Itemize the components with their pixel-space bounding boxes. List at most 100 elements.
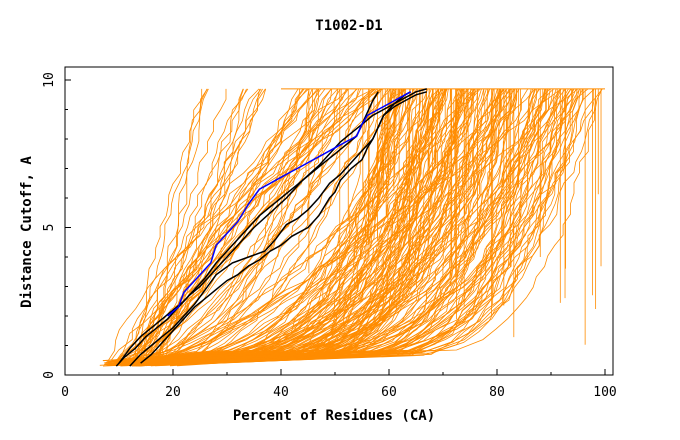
other-model-curve <box>144 88 339 364</box>
y-tick-label: 0 <box>42 371 57 379</box>
other-model-curve <box>127 88 424 366</box>
y-tick-label: 5 <box>42 224 57 232</box>
other-model-curve <box>107 88 557 366</box>
other-model-curve <box>110 88 208 361</box>
other-model-curve <box>113 88 249 366</box>
x-tick-label: 60 <box>381 385 397 400</box>
other-model-curve <box>125 88 603 361</box>
other-model-curve <box>115 88 319 362</box>
other-model-curve <box>167 88 443 366</box>
x-tick-label: 0 <box>61 385 69 400</box>
y-tick-label: 10 <box>42 72 57 88</box>
y-axis: 0 5 10 <box>42 72 71 379</box>
other-model-curve <box>123 88 418 365</box>
other-model-curve <box>144 88 500 363</box>
other-model-curve <box>102 88 399 361</box>
other-model-curve <box>107 88 383 362</box>
other-model-curve <box>139 88 208 361</box>
other-model-curve <box>104 88 544 365</box>
other-model-curve <box>152 88 392 366</box>
other-model-curve <box>145 88 406 365</box>
other-model-curve <box>153 88 406 361</box>
other-model-curve <box>112 88 545 366</box>
x-tick-label: 80 <box>489 385 505 400</box>
other-model-curve <box>151 88 263 366</box>
other-model-curve <box>163 88 411 365</box>
other-model-curve <box>149 88 470 362</box>
other-model-curve <box>148 88 516 363</box>
plot-frame <box>64 66 614 376</box>
other-model-curve <box>148 88 485 366</box>
series-blue <box>167 91 411 317</box>
other-model-curve <box>145 88 267 364</box>
other-model-curve <box>142 88 227 363</box>
other-model-curve <box>159 88 532 362</box>
series-black-4 <box>118 91 379 364</box>
highlighted-models-layer <box>115 88 428 367</box>
other-model-curve <box>131 88 507 364</box>
other-model-curve <box>123 88 578 364</box>
x-tick-label: 20 <box>165 385 181 400</box>
other-model-curve <box>104 88 405 364</box>
other-model-curve <box>136 88 575 363</box>
other-model-curve <box>173 88 584 362</box>
other-model-curve <box>129 88 539 365</box>
other-model-curve <box>158 88 262 363</box>
other-model-curve <box>179 88 464 365</box>
other-model-curve <box>146 88 397 363</box>
other-model-curve <box>167 88 580 363</box>
other-model-curve <box>119 88 406 361</box>
y-axis-label: Distance Cutoff, A <box>19 156 35 308</box>
other-model-curve <box>125 88 441 363</box>
other-model-curve <box>140 88 487 365</box>
other-model-curve <box>159 88 382 365</box>
series-black-3 <box>140 91 428 364</box>
other-model-curve <box>153 88 468 362</box>
other-model-curve <box>115 88 305 363</box>
other-model-curve <box>137 88 389 361</box>
other-model-curve <box>159 88 546 362</box>
other-model-curve <box>140 88 502 362</box>
x-axis-label: Percent of Residues (CA) <box>233 408 435 424</box>
x-axis: 0 20 40 60 80 100 <box>61 369 617 400</box>
other-model-curve <box>130 88 447 363</box>
other-model-curve <box>129 88 308 361</box>
other-model-curve <box>149 88 319 364</box>
other-model-curve <box>108 88 474 362</box>
other-model-curve <box>132 88 391 364</box>
other-model-curve <box>127 88 603 364</box>
other-model-curve <box>176 88 451 364</box>
other-model-curve <box>156 88 481 362</box>
other-model-curve <box>114 88 562 364</box>
other-model-curve <box>121 88 582 363</box>
other-model-curve <box>159 88 459 362</box>
other-model-curve <box>125 88 583 362</box>
other-model-curve <box>157 88 521 365</box>
other-model-curve <box>143 88 332 361</box>
other-model-curve <box>141 88 511 363</box>
other-model-curve <box>175 88 547 366</box>
other-model-curve <box>136 88 339 365</box>
other-model-curve <box>149 88 549 364</box>
chart-title: T1002-D1 <box>315 18 382 34</box>
other-model-curve <box>131 88 203 365</box>
other-model-curve <box>135 88 397 366</box>
other-model-curve <box>150 88 394 365</box>
other-models-layer <box>99 88 605 367</box>
other-model-curve <box>148 88 244 362</box>
x-tick-label: 40 <box>273 385 289 400</box>
other-model-curve <box>153 88 349 365</box>
other-model-curve <box>159 88 501 365</box>
other-model-curve <box>156 88 393 364</box>
other-model-curve <box>145 88 596 361</box>
other-model-curve <box>133 88 562 365</box>
other-model-curve <box>112 88 433 365</box>
series-black-1 <box>115 88 427 367</box>
x-tick-label: 100 <box>593 385 616 400</box>
other-model-curve <box>157 88 376 364</box>
other-model-curve <box>105 88 357 364</box>
other-model-curve <box>147 88 342 363</box>
other-model-curve <box>134 88 427 361</box>
other-model-curve <box>167 88 461 362</box>
